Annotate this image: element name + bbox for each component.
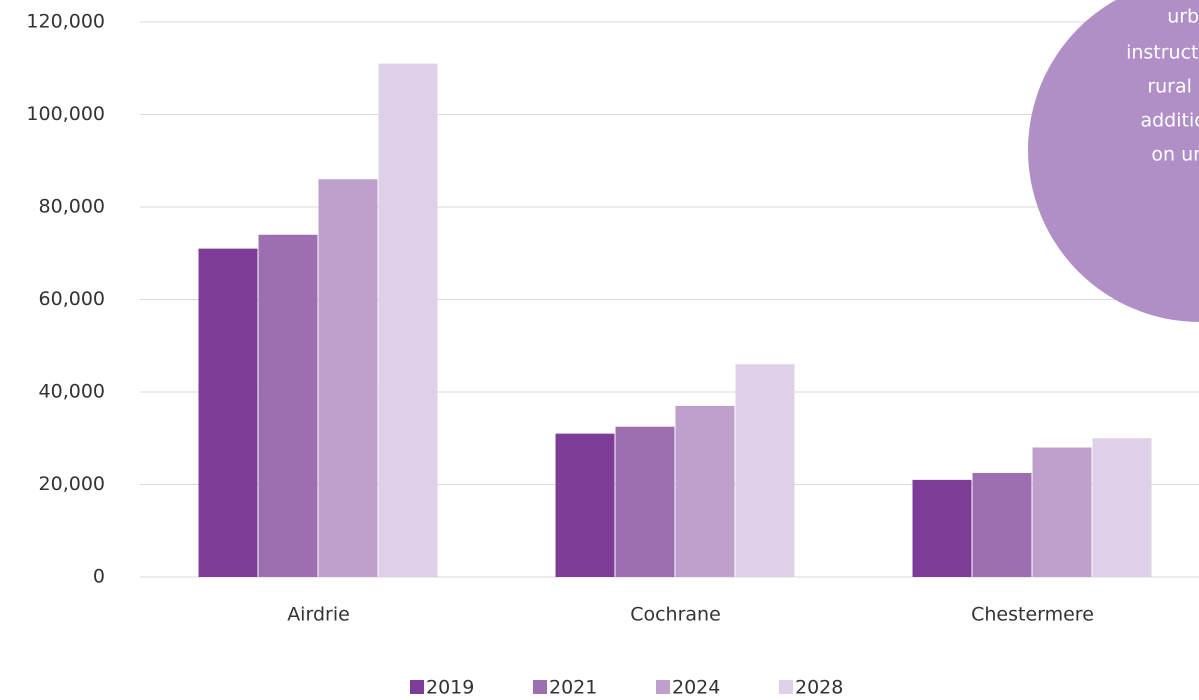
annotation-bubble bbox=[1028, 0, 1199, 322]
bar bbox=[198, 248, 258, 577]
annotation-text: on urba bbox=[1151, 144, 1199, 166]
legend-label: 2021 bbox=[549, 677, 597, 699]
bar bbox=[912, 479, 972, 577]
y-tick-label: 60,000 bbox=[39, 288, 105, 310]
legend-swatch bbox=[656, 680, 670, 694]
bar bbox=[615, 426, 675, 577]
bar bbox=[258, 234, 318, 577]
bar bbox=[555, 433, 615, 577]
legend-label: 2019 bbox=[426, 677, 474, 699]
legend-swatch bbox=[779, 680, 793, 694]
x-tick-label: Cochrane bbox=[630, 604, 721, 626]
bar bbox=[1032, 447, 1092, 577]
annotation-text: urban bbox=[1167, 6, 1199, 28]
legend-label: 2028 bbox=[795, 677, 843, 699]
bar bbox=[735, 364, 795, 577]
y-tick-label: 0 bbox=[93, 566, 105, 588]
legend-swatch bbox=[533, 680, 547, 694]
y-tick-label: 120,000 bbox=[26, 11, 105, 33]
bar bbox=[1092, 438, 1152, 577]
annotation-text: instruct stu bbox=[1126, 42, 1199, 64]
annotation-text: rural are bbox=[1147, 76, 1199, 98]
y-tick-label: 40,000 bbox=[39, 381, 105, 403]
bar bbox=[378, 63, 438, 577]
y-tick-label: 80,000 bbox=[39, 196, 105, 218]
legend-label: 2024 bbox=[672, 677, 720, 699]
x-tick-label: Chestermere bbox=[971, 604, 1094, 626]
bar bbox=[972, 472, 1032, 577]
x-tick-label: Airdrie bbox=[287, 604, 350, 626]
bar bbox=[675, 405, 735, 577]
annotation-text: additiona bbox=[1140, 110, 1199, 132]
y-tick-label: 100,000 bbox=[26, 103, 105, 125]
bar bbox=[318, 179, 378, 577]
y-tick-label: 20,000 bbox=[39, 473, 105, 495]
legend-swatch bbox=[410, 680, 424, 694]
